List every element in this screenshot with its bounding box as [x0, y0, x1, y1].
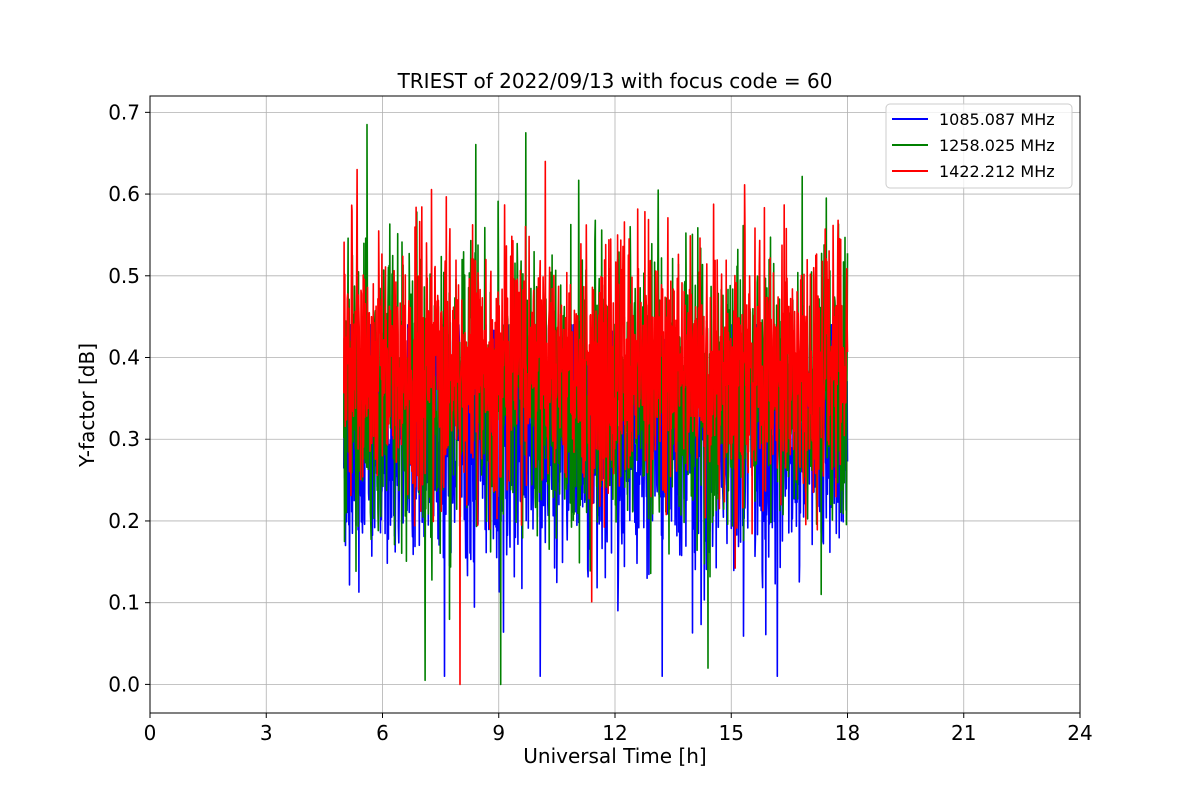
x-tick-label: 9	[492, 721, 505, 745]
legend: 1085.087 MHz 1258.025 MHz 1422.212 MHz	[885, 103, 1073, 189]
legend-label-1258: 1258.025 MHz	[939, 136, 1055, 155]
y-tick-label: 0.1	[108, 591, 140, 615]
y-tick-label: 0.6	[108, 182, 140, 206]
y-tick-label: 0.0	[108, 672, 140, 696]
x-tick-label: 15	[719, 721, 744, 745]
y-tick-label: 0.7	[108, 100, 140, 124]
x-tick-label: 3	[260, 721, 273, 745]
x-tick-label: 12	[602, 721, 627, 745]
y-tick-label: 0.3	[108, 427, 140, 451]
x-axis-title: Universal Time [h]	[523, 744, 706, 768]
x-tick-label: 21	[951, 721, 976, 745]
legend-label-1085: 1085.087 MHz	[939, 110, 1055, 129]
legend-label-1422: 1422.212 MHz	[939, 162, 1055, 181]
plot-area	[343, 123, 849, 686]
x-tick-label: 18	[835, 721, 860, 745]
x-tick-label: 0	[144, 721, 157, 745]
y-tick-label: 0.4	[108, 346, 140, 370]
series-line-1422-212	[343, 160, 849, 686]
x-tick-label: 6	[376, 721, 389, 745]
y-tick-label: 0.5	[108, 264, 140, 288]
axis-ticks: 0 3 6 9 12 15 18 21 24 0.0 0.1 0.2 0.3 0.4 0.5 0.6 0.7	[108, 100, 1093, 745]
chart-title: TRIEST of 2022/09/13 with focus code = 6…	[397, 69, 833, 93]
y-axis-title: Y-factor [dB]	[75, 343, 99, 468]
y-tick-label: 0.2	[108, 509, 140, 533]
x-tick-label: 24	[1067, 721, 1092, 745]
legend-box	[885, 103, 1073, 189]
